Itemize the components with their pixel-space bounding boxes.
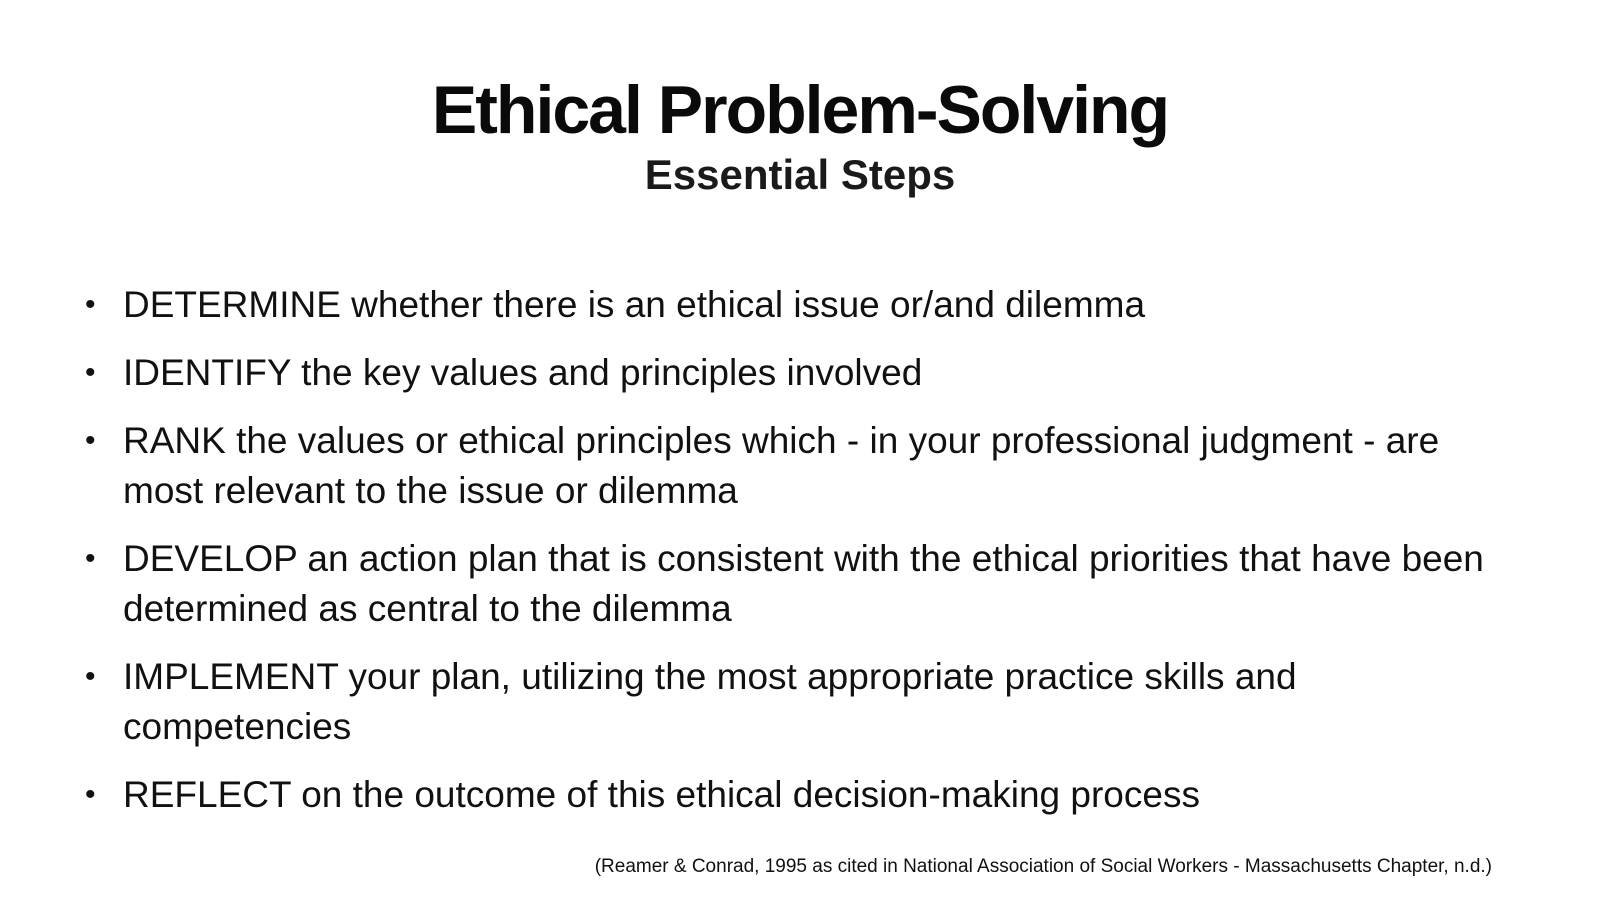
slide-subtitle: Essential Steps [644,151,956,198]
title-block: Ethical Problem-Solving Essential Steps [0,70,1600,200]
step-text: RANK the values or ethical principles wh… [123,420,1440,511]
step-text: IMPLEMENT your plan, utilizing the most … [123,656,1297,747]
step-item: • RANK the values or ethical principles … [85,416,1505,516]
step-item: • IDENTIFY the key values and principles… [85,348,1505,398]
citation: (Reamer & Conrad, 1995 as cited in Natio… [594,856,1492,877]
slide-title: Ethical Problem-Solving [431,72,1170,148]
bullet-icon: • [85,288,96,321]
bullet-icon: • [85,660,96,693]
step-text: DEVELOP an action plan that is consisten… [123,538,1484,629]
bullet-icon: • [85,356,96,389]
steps-list: • DETERMINE whether there is an ethical … [85,280,1505,838]
step-text: IDENTIFY the key values and principles i… [123,352,923,393]
bullet-icon: • [85,778,96,811]
step-item: • DETERMINE whether there is an ethical … [85,280,1505,330]
step-text: DETERMINE whether there is an ethical is… [123,284,1146,325]
step-item: • IMPLEMENT your plan, utilizing the mos… [85,652,1505,752]
step-item: • DEVELOP an action plan that is consist… [85,534,1505,634]
step-item: • REFLECT on the outcome of this ethical… [85,770,1505,820]
bullet-icon: • [85,424,96,457]
step-text: REFLECT on the outcome of this ethical d… [123,774,1200,815]
bullet-icon: • [85,542,96,575]
